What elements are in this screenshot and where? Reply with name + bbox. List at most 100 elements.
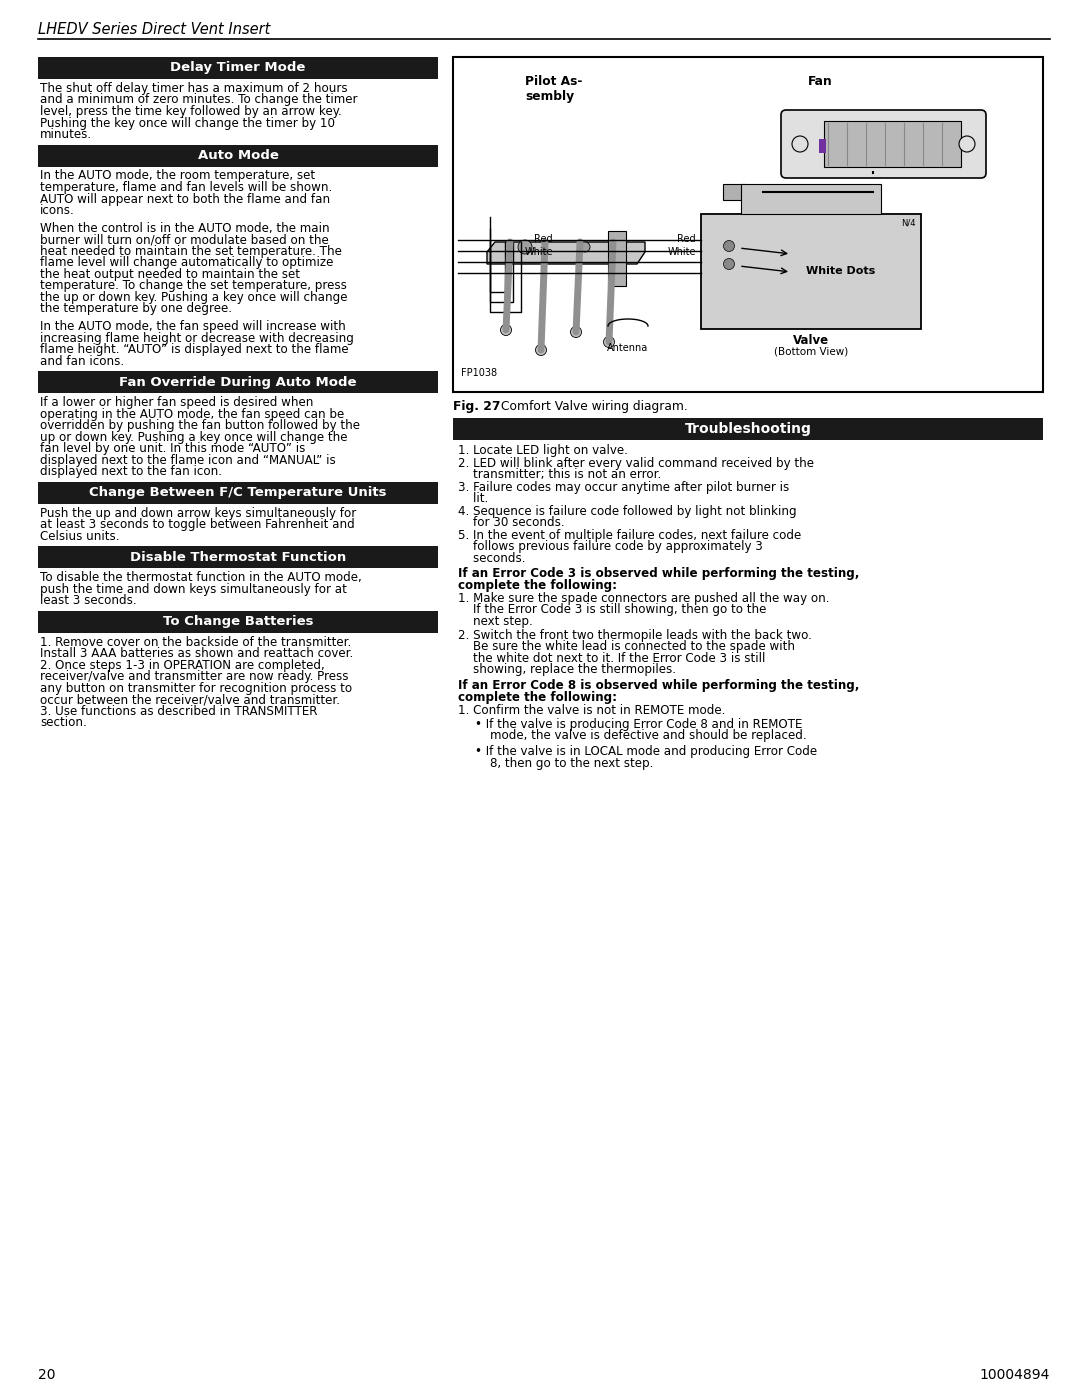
Text: 10004894: 10004894 (980, 1368, 1050, 1382)
Text: To Change Batteries: To Change Batteries (163, 615, 313, 629)
Text: If an Error Code 8 is observed while performing the testing,: If an Error Code 8 is observed while per… (458, 679, 860, 693)
Text: transmitter; this is not an error.: transmitter; this is not an error. (458, 468, 661, 481)
Text: If a lower or higher fan speed is desired when: If a lower or higher fan speed is desire… (40, 397, 313, 409)
Text: 1. Remove cover on the backside of the transmitter.: 1. Remove cover on the backside of the t… (40, 636, 351, 648)
Circle shape (792, 136, 808, 152)
Circle shape (518, 240, 532, 254)
FancyBboxPatch shape (38, 144, 438, 166)
Text: Install 3 AAA batteries as shown and reattach cover.: Install 3 AAA batteries as shown and rea… (40, 647, 353, 661)
Polygon shape (487, 242, 645, 264)
Circle shape (959, 136, 975, 152)
Text: Fan: Fan (808, 75, 833, 88)
Text: fan level by one unit. In this mode “AUTO” is: fan level by one unit. In this mode “AUT… (40, 441, 306, 455)
Text: 4. Sequence is failure code followed by light not blinking: 4. Sequence is failure code followed by … (458, 504, 797, 517)
FancyBboxPatch shape (38, 57, 438, 80)
Text: operating in the AUTO mode, the fan speed can be: operating in the AUTO mode, the fan spee… (40, 408, 345, 420)
Text: Delay Timer Mode: Delay Timer Mode (171, 61, 306, 74)
Text: flame level will change automatically to optimize: flame level will change automatically to… (40, 256, 334, 270)
FancyBboxPatch shape (781, 110, 986, 177)
Text: In the AUTO mode, the room temperature, set: In the AUTO mode, the room temperature, … (40, 169, 315, 183)
Text: Change Between F/C Temperature Units: Change Between F/C Temperature Units (90, 486, 387, 499)
Text: N/4: N/4 (902, 219, 916, 228)
Text: least 3 seconds.: least 3 seconds. (40, 594, 137, 608)
Text: displayed next to the flame icon and “MANUAL” is: displayed next to the flame icon and “MA… (40, 454, 336, 467)
Text: section.: section. (40, 717, 86, 729)
FancyBboxPatch shape (38, 610, 438, 633)
Text: increasing flame height or decrease with decreasing: increasing flame height or decrease with… (40, 331, 354, 345)
Text: Fan Override During Auto Mode: Fan Override During Auto Mode (119, 376, 356, 388)
Circle shape (500, 324, 512, 335)
Text: and a minimum of zero minutes. To change the timer: and a minimum of zero minutes. To change… (40, 94, 357, 106)
Text: 2. Once steps 1-3 in OPERATION are completed,: 2. Once steps 1-3 in OPERATION are compl… (40, 658, 325, 672)
Text: To disable the thermostat function in the AUTO mode,: To disable the thermostat function in th… (40, 571, 362, 584)
Text: • If the valve is producing Error Code 8 and in REMOTE: • If the valve is producing Error Code 8… (475, 718, 802, 731)
Text: When the control is in the AUTO mode, the main: When the control is in the AUTO mode, th… (40, 222, 329, 235)
Text: icons.: icons. (40, 204, 75, 217)
Text: flame height. “AUTO” is displayed next to the flame: flame height. “AUTO” is displayed next t… (40, 344, 349, 356)
Text: the up or down key. Pushing a key once will change: the up or down key. Pushing a key once w… (40, 291, 348, 303)
FancyBboxPatch shape (608, 231, 626, 286)
Text: overridden by pushing the fan button followed by the: overridden by pushing the fan button fol… (40, 419, 360, 432)
FancyBboxPatch shape (453, 57, 1043, 393)
Circle shape (724, 240, 734, 251)
Text: 2. LED will blink after every valid command received by the: 2. LED will blink after every valid comm… (458, 457, 814, 469)
Text: lit.: lit. (458, 492, 488, 504)
Text: LHEDV Series Direct Vent Insert: LHEDV Series Direct Vent Insert (38, 21, 270, 36)
Text: If an Error Code 3 is observed while performing the testing,: If an Error Code 3 is observed while per… (458, 567, 860, 580)
FancyBboxPatch shape (38, 482, 438, 504)
Text: showing, replace the thermopiles.: showing, replace the thermopiles. (458, 664, 676, 676)
Text: In the AUTO mode, the fan speed will increase with: In the AUTO mode, the fan speed will inc… (40, 320, 346, 332)
Text: Disable Thermostat Function: Disable Thermostat Function (130, 550, 346, 563)
Text: temperature. To change the set temperature, press: temperature. To change the set temperatu… (40, 279, 347, 292)
Text: 1. Make sure the spade connectors are pushed all the way on.: 1. Make sure the spade connectors are pu… (458, 592, 829, 605)
Circle shape (536, 345, 546, 355)
Circle shape (724, 258, 734, 270)
FancyBboxPatch shape (824, 122, 961, 168)
Circle shape (604, 337, 615, 348)
Text: Auto Mode: Auto Mode (198, 149, 279, 162)
Text: push the time and down keys simultaneously for at: push the time and down keys simultaneous… (40, 583, 347, 595)
Text: 1. Confirm the valve is not in REMOTE mode.: 1. Confirm the valve is not in REMOTE mo… (458, 704, 726, 718)
Text: If the Error Code 3 is still showing, then go to the: If the Error Code 3 is still showing, th… (458, 604, 767, 616)
Text: receiver/valve and transmitter are now ready. Press: receiver/valve and transmitter are now r… (40, 671, 349, 683)
Text: Pilot As-
sembly: Pilot As- sembly (525, 75, 582, 103)
Circle shape (570, 327, 581, 338)
Text: temperature, flame and fan levels will be shown.: temperature, flame and fan levels will b… (40, 182, 333, 194)
Text: 2. Switch the front two thermopile leads with the back two.: 2. Switch the front two thermopile leads… (458, 629, 812, 641)
Text: level, press the time key followed by an arrow key.: level, press the time key followed by an… (40, 105, 341, 117)
Text: up or down key. Pushing a key once will change the: up or down key. Pushing a key once will … (40, 430, 348, 444)
Text: FP1038: FP1038 (461, 367, 497, 379)
Text: complete the following:: complete the following: (458, 692, 617, 704)
Text: heat needed to maintain the set temperature. The: heat needed to maintain the set temperat… (40, 244, 342, 258)
Text: occur between the receiver/valve and transmitter.: occur between the receiver/valve and tra… (40, 693, 340, 705)
FancyBboxPatch shape (38, 546, 438, 569)
Text: White: White (525, 247, 553, 257)
Text: 20: 20 (38, 1368, 55, 1382)
Text: 3. Use functions as described in TRANSMITTER: 3. Use functions as described in TRANSMI… (40, 704, 318, 718)
Text: mode, the valve is defective and should be replaced.: mode, the valve is defective and should … (475, 729, 807, 742)
Text: any button on transmitter for recognition process to: any button on transmitter for recognitio… (40, 682, 352, 694)
Text: displayed next to the fan icon.: displayed next to the fan icon. (40, 465, 222, 478)
FancyBboxPatch shape (723, 184, 745, 200)
Text: 8, then go to the next step.: 8, then go to the next step. (475, 757, 653, 770)
Text: Comfort Valve wiring diagram.: Comfort Valve wiring diagram. (501, 400, 688, 414)
Text: and fan icons.: and fan icons. (40, 355, 124, 367)
Text: Antenna: Antenna (607, 344, 649, 353)
Text: (Bottom View): (Bottom View) (774, 346, 848, 358)
FancyBboxPatch shape (819, 138, 826, 154)
Text: burner will turn on/off or modulate based on the: burner will turn on/off or modulate base… (40, 233, 328, 246)
Text: AUTO will appear next to both the flame and fan: AUTO will appear next to both the flame … (40, 193, 330, 205)
Text: The shut off delay timer has a maximum of 2 hours: The shut off delay timer has a maximum o… (40, 82, 348, 95)
FancyBboxPatch shape (741, 184, 881, 214)
Text: the heat output needed to maintain the set: the heat output needed to maintain the s… (40, 268, 300, 281)
Text: Valve: Valve (793, 334, 829, 346)
Text: the temperature by one degree.: the temperature by one degree. (40, 302, 232, 316)
Text: minutes.: minutes. (40, 129, 92, 141)
Text: the white dot next to it. If the Error Code 3 is still: the white dot next to it. If the Error C… (458, 651, 766, 665)
Text: next step.: next step. (458, 615, 532, 629)
Text: 5. In the event of multiple failure codes, next failure code: 5. In the event of multiple failure code… (458, 528, 801, 542)
Text: follows previous failure code by approximately 3: follows previous failure code by approxi… (458, 541, 762, 553)
Text: 3. Failure codes may occur anytime after pilot burner is: 3. Failure codes may occur anytime after… (458, 481, 789, 493)
Text: at least 3 seconds to toggle between Fahrenheit and: at least 3 seconds to toggle between Fah… (40, 518, 354, 531)
FancyBboxPatch shape (701, 214, 921, 330)
